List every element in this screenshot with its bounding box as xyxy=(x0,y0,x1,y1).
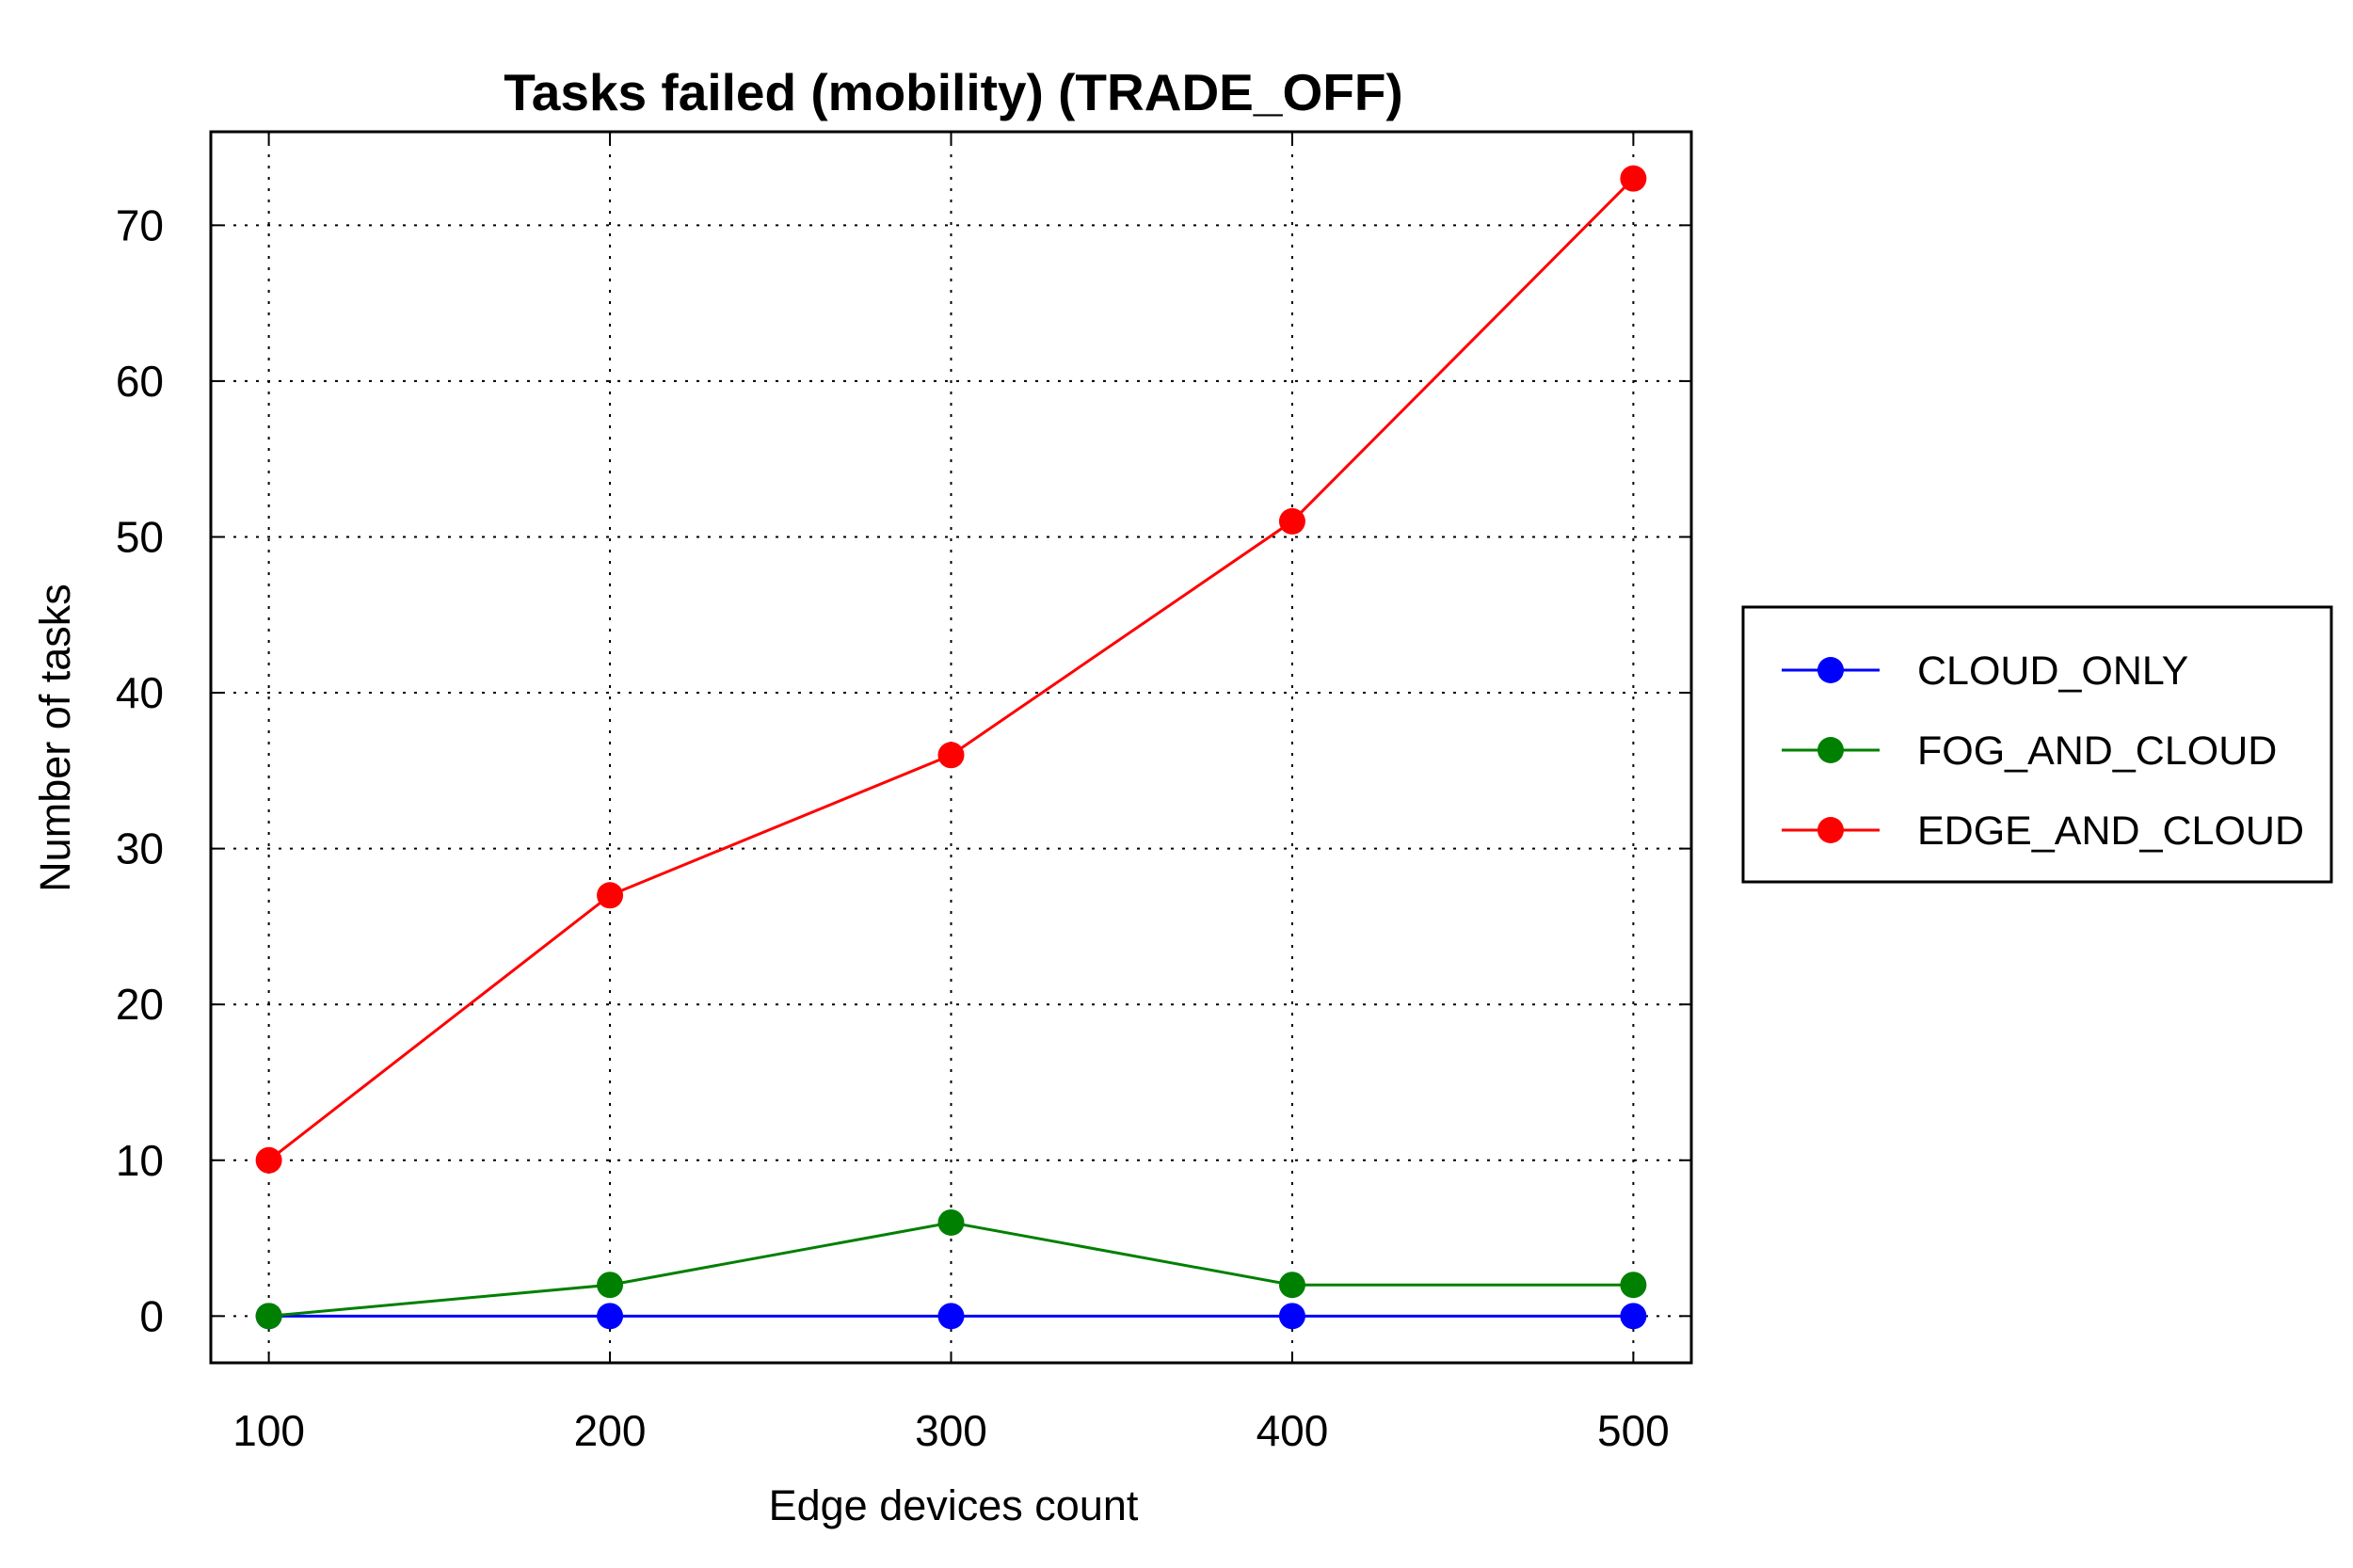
legend-label-fog-and-cloud: FOG_AND_CLOUD xyxy=(1917,728,2277,774)
y-axis-label: Number of tasks xyxy=(31,584,79,892)
data-point-fog-and-cloud xyxy=(1620,1272,1647,1299)
y-tick-label: 40 xyxy=(116,668,164,717)
series-line-fog-and-cloud xyxy=(268,1221,1634,1318)
data-point-fog-and-cloud xyxy=(937,1208,965,1236)
x-tick-labels: 100 200 300 400 500 xyxy=(232,1406,1670,1455)
y-tick-label: 60 xyxy=(116,357,164,406)
data-point-fog-and-cloud xyxy=(255,1303,282,1330)
x-tick-label: 500 xyxy=(1597,1406,1670,1455)
x-tick-label: 100 xyxy=(232,1406,305,1455)
legend-marker-cloud-only xyxy=(1817,657,1844,683)
data-point-fog-and-cloud xyxy=(1278,1272,1305,1299)
data-point-cloud-only xyxy=(597,1303,624,1330)
series-layer xyxy=(255,165,1647,1330)
data-point-cloud-only xyxy=(937,1303,965,1330)
axis-ticks xyxy=(211,132,1691,1363)
y-tick-label: 10 xyxy=(116,1136,164,1185)
x-tick-label: 400 xyxy=(1257,1406,1329,1455)
data-point-fog-and-cloud xyxy=(597,1272,624,1299)
data-point-edge-and-cloud xyxy=(937,742,965,769)
data-point-edge-and-cloud xyxy=(1620,165,1647,192)
legend-marker-fog-and-cloud xyxy=(1817,737,1844,763)
plot-frame xyxy=(209,130,1693,1365)
legend-items: CLOUD_ONLY FOG_AND_CLOUD EDGE_AND_CLOUD xyxy=(1782,648,2304,854)
x-tick-label: 200 xyxy=(574,1406,647,1455)
legend: CLOUD_ONLY FOG_AND_CLOUD EDGE_AND_CLOUD xyxy=(1741,605,2333,884)
data-point-edge-and-cloud xyxy=(255,1146,282,1174)
y-tick-label: 70 xyxy=(116,200,164,249)
legend-label-cloud-only: CLOUD_ONLY xyxy=(1917,648,2188,694)
y-tick-label: 20 xyxy=(116,980,164,1029)
chart-title: Tasks failed (mobility) (TRADE_OFF) xyxy=(504,63,1402,121)
data-point-cloud-only xyxy=(1620,1303,1647,1330)
legend-label-edge-and-cloud: EDGE_AND_CLOUD xyxy=(1917,808,2304,854)
y-tick-label: 0 xyxy=(139,1291,164,1340)
y-tick-labels: 0 10 20 30 40 50 60 70 xyxy=(116,200,164,1340)
data-point-edge-and-cloud xyxy=(1278,507,1305,535)
data-point-edge-and-cloud xyxy=(597,882,624,909)
data-point-cloud-only xyxy=(1278,1303,1305,1330)
legend-marker-edge-and-cloud xyxy=(1817,817,1844,843)
x-tick-label: 300 xyxy=(915,1406,987,1455)
y-tick-label: 50 xyxy=(116,512,164,561)
x-axis-label: Edge devices count xyxy=(769,1481,1139,1529)
y-tick-label: 30 xyxy=(116,824,164,873)
